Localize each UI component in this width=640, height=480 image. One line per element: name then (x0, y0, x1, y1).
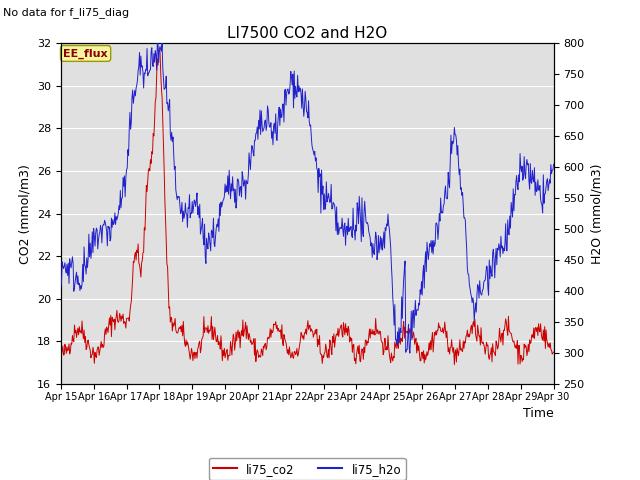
Y-axis label: H2O (mmol/m3): H2O (mmol/m3) (590, 163, 603, 264)
Y-axis label: CO2 (mmol/m3): CO2 (mmol/m3) (19, 164, 31, 264)
Text: No data for f_li75_diag: No data for f_li75_diag (3, 7, 129, 18)
Text: EE_flux: EE_flux (63, 48, 108, 59)
X-axis label: Time: Time (523, 407, 554, 420)
Title: LI7500 CO2 and H2O: LI7500 CO2 and H2O (227, 25, 387, 41)
Legend: li75_co2, li75_h2o: li75_co2, li75_h2o (209, 458, 406, 480)
